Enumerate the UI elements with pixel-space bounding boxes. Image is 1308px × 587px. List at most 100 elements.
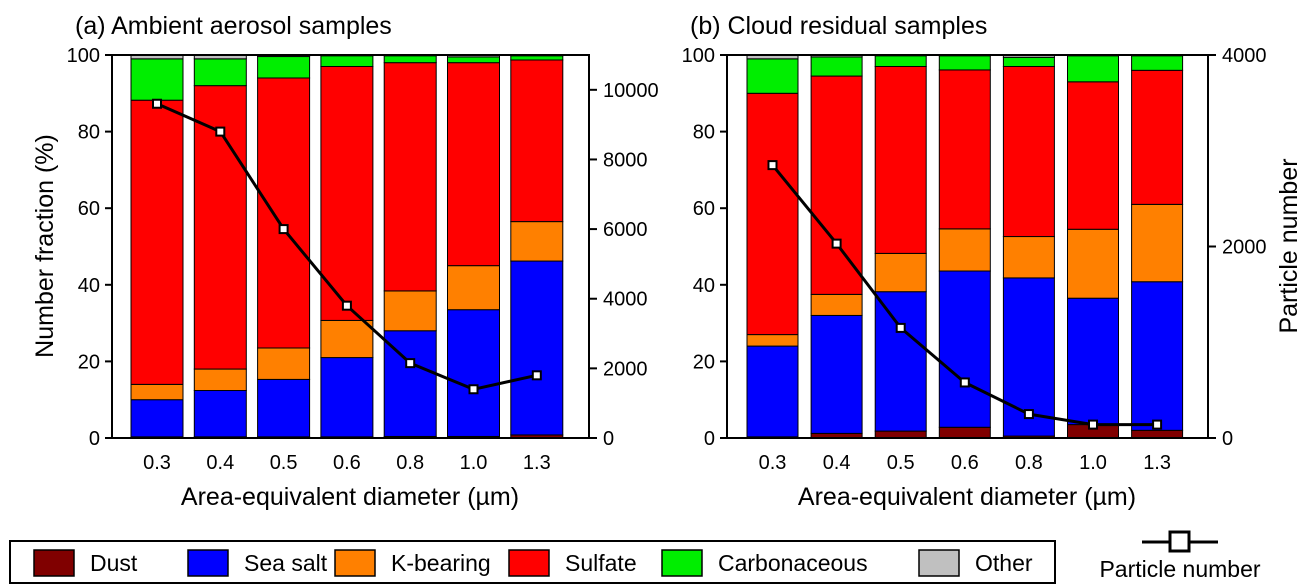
- bar-sea-salt-1.0: [447, 309, 500, 437]
- legend-label-carbonaceous: Carbonaceous: [718, 550, 868, 576]
- x-tick-label-0.4: 0.4: [206, 452, 234, 474]
- y2-tick-label-4000: 4000: [603, 289, 648, 311]
- legend-particle-number-label: Particle number: [1099, 556, 1260, 582]
- bar-sea-salt-0.6: [320, 357, 374, 438]
- particle-number-point-0.4: [831, 238, 842, 249]
- legend-particle-number: Particle number: [1099, 530, 1261, 582]
- x-tick-label-0.5: 0.5: [270, 452, 298, 474]
- legend-square-marker: [1168, 530, 1191, 553]
- y-tick-label-40: 40: [78, 275, 100, 297]
- y-tick-label-0: 0: [89, 428, 100, 450]
- panel-a-plot-frame: [111, 54, 590, 439]
- bar-carbonaceous-1.3: [1131, 55, 1184, 71]
- bar-sulfate-0.6: [938, 69, 991, 230]
- bar-k-bearing-0.3: [130, 383, 184, 401]
- bar-k-bearing-1.3: [1131, 203, 1184, 283]
- y-tick-label-0: 0: [704, 428, 715, 450]
- bar-sea-salt-1.0: [1067, 297, 1119, 426]
- bar-carbonaceous-0.5: [257, 56, 311, 79]
- panel-a-particle-line: [152, 98, 542, 395]
- x-tick-label-0.8: 0.8: [396, 452, 424, 474]
- panel-a-y-axis-title: Number fraction (%): [31, 134, 59, 358]
- bar-sea-salt-0.4: [193, 390, 247, 438]
- bar-k-bearing-0.8: [383, 290, 437, 332]
- bar-carbonaceous-1.0: [1067, 55, 1119, 83]
- legend-label-sulfate: Sulfate: [565, 550, 637, 576]
- legend-label-other: Other: [975, 550, 1033, 576]
- bar-carbonaceous-0.5: [874, 55, 927, 67]
- bar-k-bearing-0.5: [874, 252, 927, 293]
- y2-tick-label-8000: 8000: [603, 149, 648, 171]
- panel-b-left-axis: 0 20 40 60 80 100: [682, 45, 727, 450]
- panel-a-title: (a) Ambient aerosol samples: [75, 12, 392, 40]
- bar-sea-salt-0.4: [810, 314, 863, 434]
- x-tick-label-0.8: 0.8: [1015, 452, 1043, 474]
- legend: Dust Sea salt K-bearing Sulfate Carbonaceous…: [9, 530, 1261, 584]
- bar-sea-salt-0.6: [938, 270, 991, 428]
- bar-carbonaceous-0.3: [130, 58, 184, 101]
- bar-k-bearing-0.6: [320, 319, 374, 359]
- y-tick-label-40: 40: [693, 275, 715, 297]
- particle-number-point-0.8: [1023, 409, 1034, 420]
- y-tick-label-100: 100: [682, 45, 715, 67]
- x-tick-label-1.0: 1.0: [1079, 452, 1107, 474]
- panel-b-y2-axis-title: Particle number: [1275, 158, 1303, 333]
- y-tick-label-20: 20: [78, 351, 100, 373]
- x-tick-label-1.3: 1.3: [523, 452, 551, 474]
- bar-sulfate-0.8: [1002, 65, 1055, 238]
- bar-sea-salt-0.3: [746, 345, 799, 438]
- particle-number-point-0.5: [895, 322, 906, 333]
- bar-sulfate-1.0: [447, 62, 500, 267]
- bar-k-bearing-0.4: [810, 293, 863, 316]
- bar-carbonaceous-0.4: [810, 56, 863, 77]
- y-tick-label-100: 100: [67, 45, 100, 67]
- particle-number-point-1.0: [468, 384, 479, 395]
- bar-sea-salt-1.3: [1131, 281, 1184, 431]
- bar-dust-0.6: [938, 426, 991, 439]
- particle-number-point-1.3: [1152, 419, 1163, 430]
- y2-tick-label-0: 0: [1222, 428, 1233, 450]
- y2-tick-label-4000: 4000: [1222, 45, 1267, 67]
- particle-number-point-1.3: [531, 370, 542, 381]
- bar-k-bearing-1.3: [510, 221, 564, 262]
- panel-a-x-axis: 0.3 0.4 0.5 0.6 0.8 1.0 1.3: [143, 452, 551, 474]
- x-tick-label-0.3: 0.3: [143, 452, 171, 474]
- particle-number-point-0.6: [959, 377, 970, 388]
- particle-number-point-0.3: [152, 98, 162, 109]
- x-tick-label-0.3: 0.3: [759, 452, 787, 474]
- panel-cloud-residual: (b) Cloud residual samples 020406080100 …: [682, 12, 1303, 511]
- bar-carbonaceous-1.0: [447, 56, 500, 64]
- legend-swatch-carbonaceous: [661, 549, 703, 577]
- legend-swatch-k-bearing: [334, 549, 376, 577]
- legend-label-k-bearing: K-bearing: [391, 550, 491, 576]
- bar-dust-1.3: [1131, 429, 1184, 439]
- bar-carbonaceous-0.8: [1002, 56, 1055, 67]
- bar-sulfate-0.8: [383, 62, 437, 292]
- bar-carbonaceous-0.3: [746, 58, 799, 94]
- bar-sea-salt-0.5: [874, 291, 927, 432]
- bar-sea-salt-1.3: [510, 260, 564, 436]
- panel-b-right-axis: 0 2000 4000: [1208, 45, 1267, 450]
- y2-tick-label-6000: 6000: [603, 219, 648, 241]
- panel-a-right-axis: 0 2000 4000 6000 8000 10000: [589, 80, 659, 450]
- panel-b-particle-line: [767, 160, 1163, 430]
- particle-number-point-0.4: [215, 126, 226, 137]
- particle-number-point-0.8: [405, 358, 416, 369]
- bar-dust-0.5: [874, 430, 927, 439]
- bar-sulfate-0.3: [746, 92, 799, 336]
- y2-tick-label-0: 0: [603, 428, 614, 450]
- x-tick-label-0.4: 0.4: [823, 452, 851, 474]
- bar-carbonaceous-0.8: [383, 55, 437, 64]
- x-tick-label-1.0: 1.0: [460, 452, 488, 474]
- legend-swatch-dust: [33, 549, 75, 577]
- particle-number-point-1.0: [1088, 419, 1098, 430]
- x-tick-label-0.6: 0.6: [333, 452, 361, 474]
- bar-k-bearing-0.5: [257, 347, 311, 380]
- x-tick-label-0.5: 0.5: [887, 452, 915, 474]
- y2-tick-label-2000: 2000: [1222, 237, 1267, 259]
- bar-k-bearing-0.4: [193, 368, 247, 392]
- particle-number-point-0.5: [278, 224, 289, 235]
- panel-b-x-axis-title: Area-equivalent diameter (µm): [798, 483, 1136, 511]
- bar-carbonaceous-1.3: [510, 55, 564, 61]
